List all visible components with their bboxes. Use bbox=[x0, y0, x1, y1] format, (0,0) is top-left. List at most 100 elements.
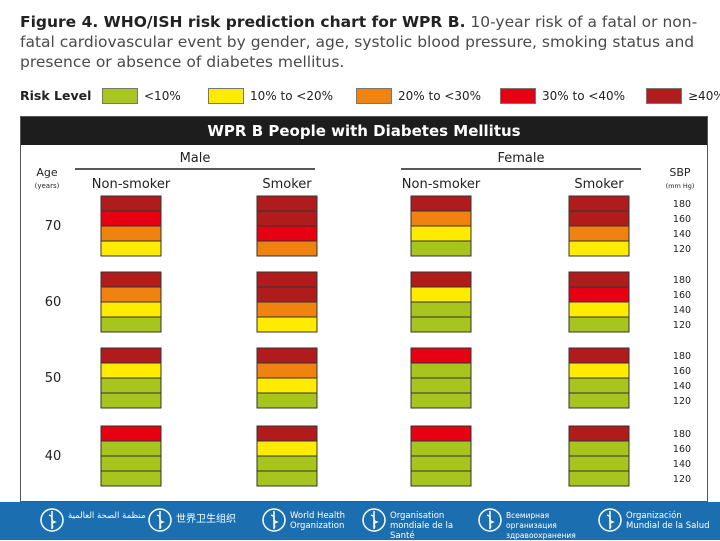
risk-cell bbox=[256, 240, 318, 257]
sbp-tick-label: 140 bbox=[673, 305, 691, 316]
risk-cell bbox=[100, 195, 162, 212]
sbp-tick-label: 120 bbox=[673, 396, 691, 407]
risk-cell bbox=[568, 377, 630, 394]
column-header: Non-smoker bbox=[402, 177, 481, 192]
figure-description: 10-year risk of a fatal or non-fatal car… bbox=[20, 13, 698, 71]
who-emblem-icon bbox=[148, 508, 172, 532]
risk-cell bbox=[100, 301, 162, 318]
risk-cell bbox=[256, 455, 318, 472]
risk-cell bbox=[568, 392, 630, 409]
legend-label: 10% to <20% bbox=[250, 89, 334, 103]
risk-cell bbox=[100, 440, 162, 457]
risk-cell bbox=[410, 271, 472, 288]
risk-cell bbox=[100, 347, 162, 364]
risk-cell bbox=[256, 195, 318, 212]
sbp-axis-label: SBP bbox=[669, 166, 691, 179]
sbp-tick-label: 160 bbox=[673, 444, 691, 455]
gender-header: Female bbox=[497, 151, 544, 166]
who-emblem-icon bbox=[40, 508, 64, 532]
age-tick-label: 70 bbox=[45, 219, 62, 234]
risk-cell bbox=[100, 362, 162, 379]
risk-cell bbox=[568, 347, 630, 364]
risk-cell bbox=[568, 271, 630, 288]
risk-cell bbox=[410, 392, 472, 409]
org-name: Organización Mundial de la Salud bbox=[626, 511, 710, 531]
risk-cell bbox=[568, 316, 630, 333]
legend-label: <10% bbox=[144, 89, 181, 103]
figure-caption: Figure 4. WHO/ISH risk prediction chart … bbox=[20, 12, 716, 72]
risk-cell bbox=[568, 240, 630, 257]
sbp-tick-label: 120 bbox=[673, 320, 691, 331]
legend-swatch bbox=[500, 88, 536, 104]
sbp-tick-label: 160 bbox=[673, 290, 691, 301]
risk-cell bbox=[410, 210, 472, 227]
org-name: Всемирная организация здравоохранения bbox=[506, 511, 576, 540]
org-name: Organisation mondiale de la Santé bbox=[390, 511, 454, 541]
risk-cell bbox=[256, 271, 318, 288]
risk-cell bbox=[256, 286, 318, 303]
risk-cell bbox=[568, 440, 630, 457]
risk-cell bbox=[568, 286, 630, 303]
risk-cell bbox=[256, 316, 318, 333]
legend-label: ≥40% bbox=[688, 89, 720, 103]
age-axis-unit: (years) bbox=[35, 182, 60, 190]
who-emblem-icon bbox=[362, 508, 386, 532]
risk-cell bbox=[256, 392, 318, 409]
risk-cell bbox=[100, 210, 162, 227]
gender-header: Male bbox=[180, 151, 211, 166]
sbp-axis-unit: (mm Hg) bbox=[666, 182, 695, 190]
risk-cell bbox=[256, 225, 318, 242]
risk-cell bbox=[568, 210, 630, 227]
risk-cell bbox=[100, 316, 162, 333]
org-logo: Organización Mundial de la Salud bbox=[598, 508, 716, 534]
who-emblem-icon bbox=[478, 508, 502, 532]
legend-swatch bbox=[646, 88, 682, 104]
risk-cell bbox=[568, 301, 630, 318]
sbp-tick-label: 140 bbox=[673, 381, 691, 392]
age-tick-label: 60 bbox=[45, 295, 62, 310]
who-emblem-icon bbox=[262, 508, 286, 532]
risk-cell bbox=[410, 455, 472, 472]
legend-swatch bbox=[102, 88, 138, 104]
risk-cell bbox=[256, 440, 318, 457]
column-header: Smoker bbox=[574, 177, 624, 192]
legend-swatch bbox=[208, 88, 244, 104]
risk-cell bbox=[410, 425, 472, 442]
who-emblem-icon bbox=[598, 508, 622, 532]
risk-cell bbox=[568, 470, 630, 487]
risk-cell bbox=[568, 455, 630, 472]
risk-cell bbox=[410, 195, 472, 212]
risk-cell bbox=[100, 425, 162, 442]
sbp-tick-label: 180 bbox=[673, 275, 691, 286]
risk-cell bbox=[256, 470, 318, 487]
legend-label: 30% to <40% bbox=[542, 89, 626, 103]
risk-cell bbox=[410, 440, 472, 457]
who-footer: منظمة الصحة العالمية 世界卫生组织 World Health… bbox=[0, 502, 720, 541]
legend-title: Risk Level bbox=[20, 88, 92, 103]
risk-cell bbox=[256, 210, 318, 227]
sbp-tick-label: 180 bbox=[673, 429, 691, 440]
risk-cell bbox=[410, 301, 472, 318]
legend-label: 20% to <30% bbox=[398, 89, 482, 103]
risk-cell bbox=[100, 377, 162, 394]
sbp-tick-label: 160 bbox=[673, 214, 691, 225]
org-name: منظمة الصحة العالمية bbox=[68, 511, 146, 521]
risk-cell bbox=[410, 225, 472, 242]
risk-cell bbox=[256, 362, 318, 379]
age-tick-label: 50 bbox=[45, 371, 62, 386]
age-tick-label: 40 bbox=[45, 449, 62, 464]
risk-cell bbox=[410, 347, 472, 364]
chart-title: WPR B People with Diabetes Mellitus bbox=[21, 117, 707, 145]
sbp-tick-label: 140 bbox=[673, 229, 691, 240]
risk-cell bbox=[100, 271, 162, 288]
risk-cell bbox=[100, 240, 162, 257]
sbp-tick-label: 120 bbox=[673, 244, 691, 255]
risk-cell bbox=[256, 377, 318, 394]
risk-cell bbox=[100, 455, 162, 472]
risk-cell bbox=[568, 195, 630, 212]
risk-cell bbox=[256, 301, 318, 318]
risk-cell bbox=[410, 286, 472, 303]
risk-cell bbox=[568, 225, 630, 242]
risk-cell bbox=[410, 377, 472, 394]
sbp-tick-label: 180 bbox=[673, 199, 691, 210]
